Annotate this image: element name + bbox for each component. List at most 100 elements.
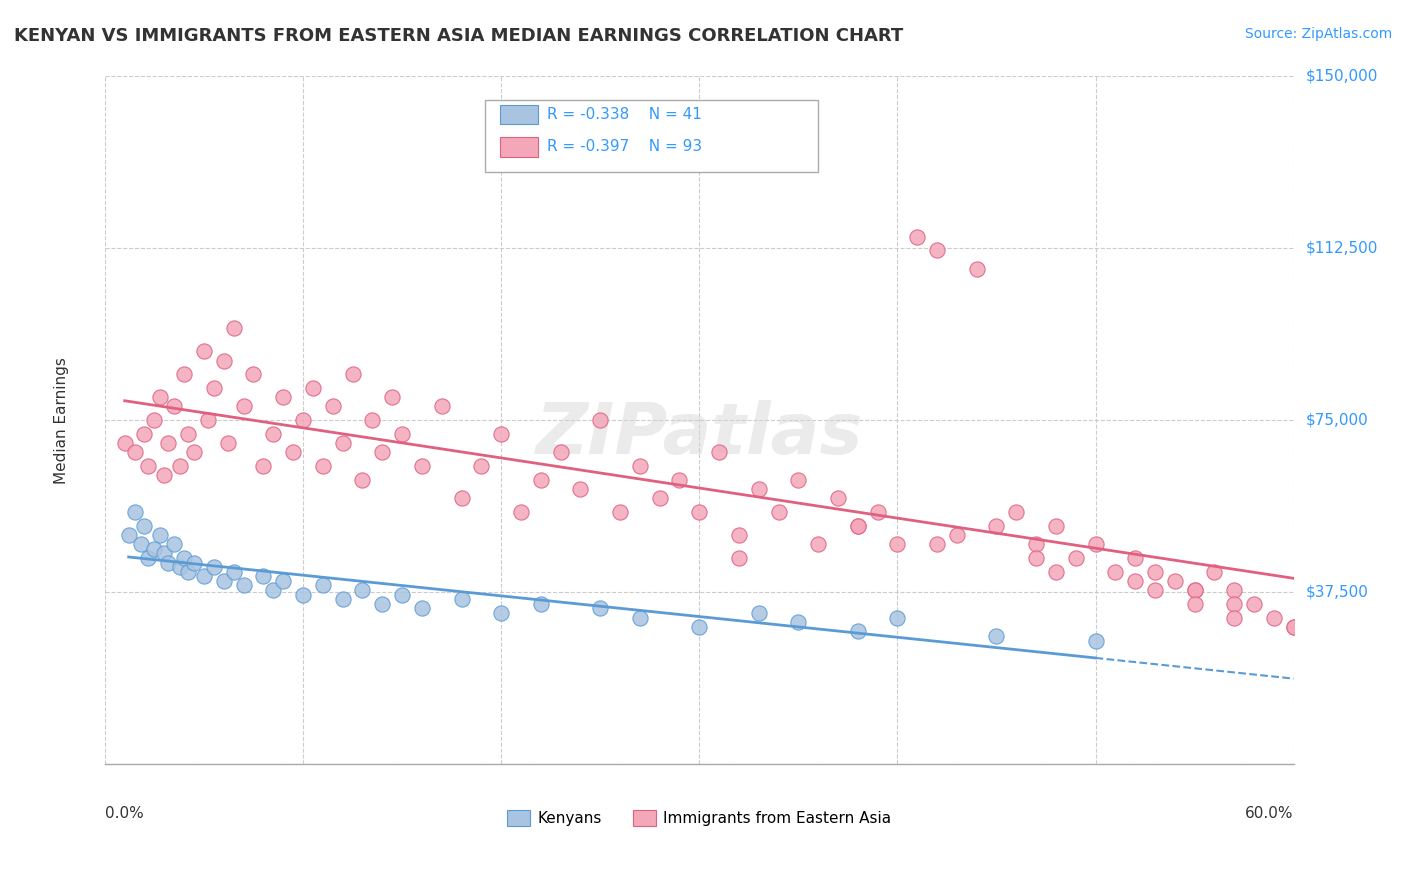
Point (1045, 518, 1067, 533)
Point (202, 560, 225, 574)
Point (846, 518, 869, 533)
Text: $75,000: $75,000 (1306, 413, 1368, 428)
Point (157, 556, 180, 570)
Point (169, 560, 191, 574)
Point (271, 574, 294, 588)
Point (391, 427, 413, 442)
Point (332, 436, 354, 450)
Point (352, 473, 374, 487)
Point (1184, 583, 1206, 598)
Point (217, 436, 239, 450)
Point (728, 528, 751, 542)
Text: R = -0.397    N = 93: R = -0.397 N = 93 (547, 139, 702, 154)
Point (966, 261, 988, 276)
Point (232, 578, 254, 592)
Point (846, 518, 869, 533)
Point (510, 505, 533, 519)
Point (688, 620, 710, 634)
FancyBboxPatch shape (499, 137, 537, 157)
Point (262, 427, 284, 442)
Point (1223, 597, 1246, 611)
Point (688, 505, 710, 519)
Point (1164, 574, 1187, 588)
Point (252, 459, 274, 474)
Point (302, 381, 325, 395)
Point (530, 597, 553, 611)
Legend: Kenyans, Immigrants from Eastern Asia: Kenyans, Immigrants from Eastern Asia (501, 805, 897, 832)
Point (124, 505, 146, 519)
Point (550, 445, 572, 459)
Point (1084, 633, 1107, 648)
Point (827, 491, 849, 506)
Point (138, 551, 160, 566)
Point (1123, 551, 1146, 566)
Point (787, 615, 810, 630)
Point (177, 427, 200, 442)
Point (450, 592, 472, 607)
Point (271, 390, 294, 404)
Point (193, 569, 215, 583)
Text: Source: ZipAtlas.com: Source: ZipAtlas.com (1244, 27, 1392, 41)
Point (163, 537, 186, 551)
Point (1282, 620, 1305, 634)
Point (668, 473, 690, 487)
Point (117, 528, 139, 542)
Point (232, 400, 254, 414)
Point (886, 537, 908, 551)
Text: R = -0.338    N = 41: R = -0.338 N = 41 (547, 107, 702, 122)
FancyBboxPatch shape (485, 100, 818, 172)
Point (807, 537, 830, 551)
Text: 60.0%: 60.0% (1246, 805, 1294, 821)
Point (787, 473, 810, 487)
Point (1204, 565, 1226, 579)
Point (986, 629, 1008, 643)
Point (1025, 551, 1047, 566)
Point (391, 588, 413, 602)
Point (589, 601, 612, 615)
Point (173, 551, 195, 566)
Text: Median Earnings: Median Earnings (55, 357, 69, 483)
Point (322, 400, 344, 414)
Point (197, 413, 219, 427)
Point (1263, 610, 1285, 624)
Text: $112,500: $112,500 (1306, 241, 1378, 256)
Point (292, 588, 315, 602)
FancyBboxPatch shape (499, 105, 537, 124)
Point (748, 606, 770, 620)
Point (925, 244, 948, 258)
Point (1025, 537, 1047, 551)
Point (222, 565, 245, 579)
Point (986, 518, 1008, 533)
Text: 0.0%: 0.0% (105, 805, 143, 821)
Point (312, 578, 335, 592)
Point (846, 624, 869, 639)
Point (1123, 574, 1146, 588)
Point (905, 229, 928, 244)
Point (149, 528, 172, 542)
Point (134, 518, 156, 533)
Point (312, 459, 335, 474)
Point (886, 610, 908, 624)
Point (1005, 505, 1028, 519)
Point (157, 436, 180, 450)
Point (163, 400, 186, 414)
Point (292, 413, 315, 427)
Point (332, 592, 354, 607)
Point (222, 321, 245, 335)
Point (628, 610, 651, 624)
Point (569, 482, 592, 496)
Point (925, 537, 948, 551)
Point (242, 368, 264, 382)
Point (252, 569, 274, 583)
Point (866, 505, 889, 519)
Point (707, 445, 730, 459)
Point (589, 413, 612, 427)
Point (609, 505, 631, 519)
Point (1243, 597, 1265, 611)
Point (138, 459, 160, 474)
Point (124, 445, 146, 459)
Point (1084, 537, 1107, 551)
Point (1104, 565, 1126, 579)
Point (193, 344, 215, 359)
Point (153, 546, 176, 560)
